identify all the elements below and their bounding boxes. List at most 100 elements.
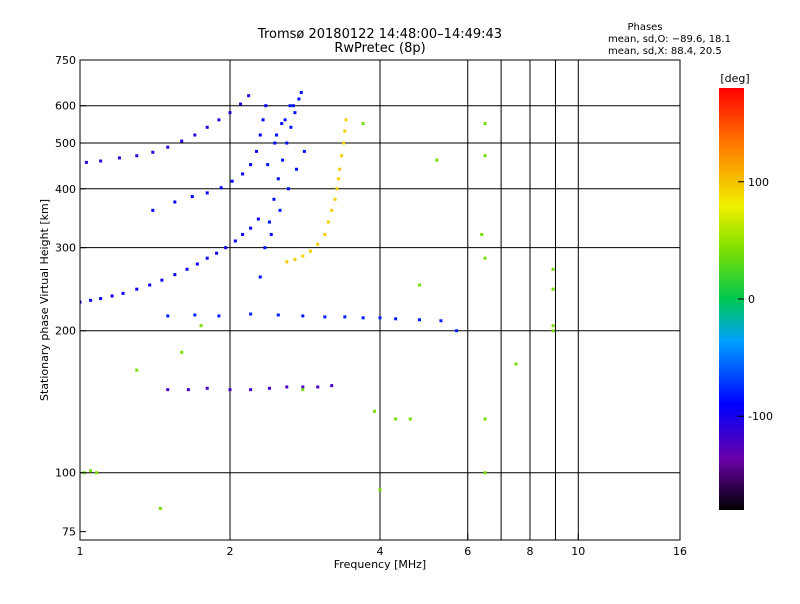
echo-point xyxy=(301,385,305,389)
echo-point xyxy=(323,315,327,319)
echo-point xyxy=(551,324,555,328)
echo-point xyxy=(269,232,273,236)
echo-point xyxy=(551,267,555,271)
data-points xyxy=(80,90,555,510)
echo-point xyxy=(205,256,209,260)
stats-o-line: mean, sd,O: −89.6, 18.1 xyxy=(608,34,731,45)
echo-point xyxy=(297,97,301,101)
echo-point xyxy=(166,388,170,392)
echo-point xyxy=(283,118,287,122)
echo-point xyxy=(273,141,277,145)
y-tick-label: 750 xyxy=(55,54,76,67)
echo-point xyxy=(483,154,487,158)
echo-point xyxy=(258,275,262,279)
y-tick-label: 600 xyxy=(55,100,76,113)
echo-point xyxy=(89,469,93,473)
echo-point xyxy=(135,287,139,291)
x-ticks: 1 2 4 6 8 10 16 xyxy=(77,534,687,558)
echo-point xyxy=(330,384,334,388)
y-tick-label: 400 xyxy=(55,183,76,196)
echo-point xyxy=(117,156,121,160)
echo-point xyxy=(342,141,346,145)
echo-point xyxy=(241,232,245,236)
chart-subtitle: RwPretec (8p) xyxy=(334,41,425,56)
echo-point xyxy=(224,246,228,250)
echo-point xyxy=(439,319,443,323)
echo-point xyxy=(302,149,306,153)
echo-point xyxy=(301,314,305,318)
x-tick-label: 1 xyxy=(77,545,84,558)
y-tick-label: 100 xyxy=(55,467,76,480)
y-tick-label: 500 xyxy=(55,137,76,150)
echo-point xyxy=(417,283,421,287)
stats-heading: Phases xyxy=(627,22,662,33)
echo-point xyxy=(193,313,197,317)
echo-point xyxy=(199,324,203,328)
echo-point xyxy=(180,350,184,354)
echo-point xyxy=(230,179,234,183)
grid xyxy=(80,60,680,540)
echo-point xyxy=(323,232,327,236)
echo-point xyxy=(483,417,487,421)
echo-point xyxy=(84,160,88,164)
echo-point xyxy=(551,329,555,333)
echo-point xyxy=(316,242,320,246)
echo-point xyxy=(483,256,487,260)
echo-point xyxy=(239,102,243,106)
echo-point xyxy=(278,208,282,212)
y-tick-label: 75 xyxy=(62,526,76,539)
echo-point xyxy=(186,388,190,392)
x-tick-label: 16 xyxy=(673,545,687,558)
echo-point xyxy=(338,167,342,171)
echo-point xyxy=(394,317,398,321)
echo-point xyxy=(299,90,303,94)
y-tick-label: 200 xyxy=(55,325,76,338)
echo-point xyxy=(135,154,139,158)
echo-point xyxy=(378,488,382,492)
echo-point xyxy=(258,133,262,137)
echo-point xyxy=(228,388,232,392)
echo-point xyxy=(344,118,348,122)
echo-point xyxy=(205,125,209,129)
echo-point xyxy=(193,133,197,137)
echo-point xyxy=(289,125,293,129)
echo-point xyxy=(333,197,337,201)
echo-point xyxy=(293,111,297,115)
echo-point xyxy=(301,254,305,258)
echo-point xyxy=(217,118,221,122)
echo-point xyxy=(335,187,339,191)
echo-point xyxy=(285,260,289,264)
echo-point xyxy=(295,167,299,171)
echo-point xyxy=(361,122,365,126)
echo-point xyxy=(99,159,103,163)
echo-point xyxy=(326,220,330,224)
echo-point xyxy=(166,145,170,149)
echo-point xyxy=(256,217,260,221)
echo-point xyxy=(160,278,164,282)
echo-point xyxy=(151,208,155,212)
echo-point xyxy=(151,150,155,154)
echo-point xyxy=(249,388,253,392)
echo-point xyxy=(158,506,162,510)
echo-point xyxy=(288,104,292,108)
echo-point xyxy=(394,417,398,421)
echo-point xyxy=(241,172,245,176)
echo-point xyxy=(215,251,219,255)
echo-point xyxy=(247,94,251,98)
echo-point xyxy=(483,471,487,475)
echo-point xyxy=(280,122,284,126)
echo-point xyxy=(308,249,312,253)
echo-point xyxy=(330,208,334,212)
echo-point xyxy=(267,220,271,224)
echo-point xyxy=(340,154,344,158)
echo-point xyxy=(99,297,103,301)
x-tick-label: 4 xyxy=(377,545,384,558)
echo-point xyxy=(285,141,289,145)
echo-point xyxy=(343,315,347,319)
echo-point xyxy=(249,312,253,316)
y-ticks: 75 100 200 300 400 500 600 750 xyxy=(55,54,86,539)
echo-point xyxy=(316,385,320,389)
echo-point xyxy=(180,139,184,143)
colorbar-tick-label: 0 xyxy=(748,293,755,306)
echo-point xyxy=(185,267,189,271)
